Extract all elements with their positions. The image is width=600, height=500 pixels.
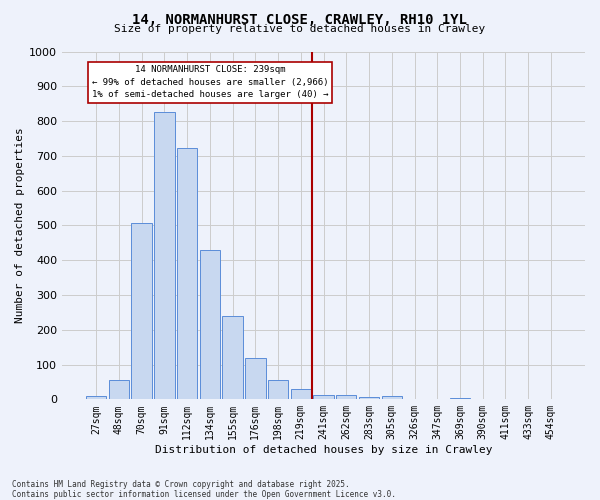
Bar bbox=[154, 112, 175, 400]
Bar bbox=[336, 395, 356, 400]
Bar bbox=[131, 223, 152, 400]
Text: 14, NORMANHURST CLOSE, CRAWLEY, RH10 1YL: 14, NORMANHURST CLOSE, CRAWLEY, RH10 1YL bbox=[133, 12, 467, 26]
Text: Contains HM Land Registry data © Crown copyright and database right 2025.
Contai: Contains HM Land Registry data © Crown c… bbox=[12, 480, 396, 499]
Bar bbox=[313, 395, 334, 400]
Bar bbox=[177, 148, 197, 400]
Bar bbox=[450, 398, 470, 400]
Bar bbox=[290, 389, 311, 400]
Bar bbox=[268, 380, 288, 400]
Y-axis label: Number of detached properties: Number of detached properties bbox=[15, 128, 25, 324]
Bar bbox=[382, 396, 402, 400]
Bar bbox=[245, 358, 266, 400]
Text: 14 NORMANHURST CLOSE: 239sqm
← 99% of detached houses are smaller (2,966)
1% of : 14 NORMANHURST CLOSE: 239sqm ← 99% of de… bbox=[92, 66, 328, 100]
Bar bbox=[200, 250, 220, 400]
X-axis label: Distribution of detached houses by size in Crawley: Distribution of detached houses by size … bbox=[155, 445, 492, 455]
Text: Size of property relative to detached houses in Crawley: Size of property relative to detached ho… bbox=[115, 24, 485, 34]
Bar bbox=[222, 316, 243, 400]
Bar bbox=[86, 396, 106, 400]
Bar bbox=[359, 396, 379, 400]
Bar bbox=[109, 380, 129, 400]
